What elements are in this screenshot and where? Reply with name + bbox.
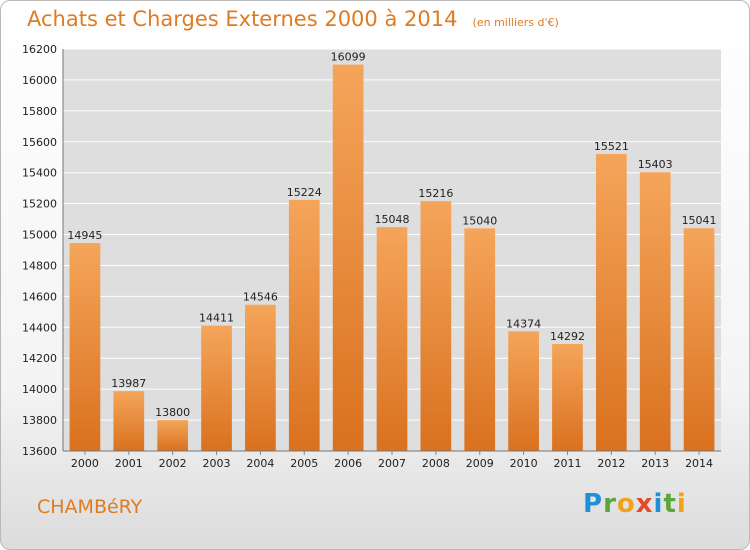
value-label-2007: 15048 xyxy=(375,213,410,226)
y-tick-label: 13800 xyxy=(22,414,57,427)
x-tick-label-2002: 2002 xyxy=(159,457,187,470)
x-tick-label-2001: 2001 xyxy=(115,457,143,470)
bar-2004 xyxy=(245,304,276,451)
y-tick-label: 15000 xyxy=(22,229,57,242)
value-label-2004: 14546 xyxy=(243,291,278,304)
y-tick-label: 15600 xyxy=(22,136,57,149)
value-label-2010: 14374 xyxy=(506,317,541,330)
y-tick-label: 14400 xyxy=(22,321,57,334)
x-tick-label-2008: 2008 xyxy=(422,457,450,470)
chart-unit: (en milliers d'€) xyxy=(472,16,559,29)
bar-2013 xyxy=(639,172,671,451)
x-tick-label-2005: 2005 xyxy=(290,457,318,470)
value-label-2011: 14292 xyxy=(550,330,585,343)
value-label-2005: 15224 xyxy=(287,186,322,199)
x-tick-label-2009: 2009 xyxy=(466,457,494,470)
city-name: CHAMBéRY xyxy=(37,496,143,518)
value-label-2001: 13987 xyxy=(111,377,146,390)
x-tick-label-2000: 2000 xyxy=(71,457,99,470)
value-label-2009: 15040 xyxy=(462,214,497,227)
x-tick-label-2006: 2006 xyxy=(334,457,362,470)
bar-2012 xyxy=(595,153,627,452)
bar-2000 xyxy=(69,243,101,451)
logo-letter: o xyxy=(616,489,636,519)
value-label-2008: 15216 xyxy=(418,187,453,200)
bar-2011 xyxy=(552,344,583,451)
y-tick-label: 14200 xyxy=(22,352,57,365)
x-tick-label-2010: 2010 xyxy=(510,457,538,470)
x-tick-label-2014: 2014 xyxy=(685,457,713,470)
x-tick-label-2011: 2011 xyxy=(553,457,581,470)
y-tick-label: 14000 xyxy=(22,383,57,396)
value-label-2012: 15521 xyxy=(594,140,629,153)
value-label-2014: 15041 xyxy=(682,214,717,227)
x-tick-label-2003: 2003 xyxy=(203,457,231,470)
proxiti-logo: Proxiti xyxy=(583,489,687,519)
value-label-2013: 15403 xyxy=(638,158,673,171)
y-tick-label: 13600 xyxy=(22,445,57,458)
value-label-2002: 13800 xyxy=(155,406,190,419)
y-tick-label: 15400 xyxy=(22,167,57,180)
value-label-2003: 14411 xyxy=(199,312,234,325)
logo-letter: x xyxy=(635,489,654,519)
bar-2002 xyxy=(157,420,189,451)
chart-title-row: Achats et Charges Externes 2000 à 2014 (… xyxy=(27,7,559,31)
y-tick-label: 16200 xyxy=(22,43,57,56)
logo-letter: r xyxy=(603,489,617,519)
bar-2006 xyxy=(332,64,364,451)
bar-2014 xyxy=(683,228,715,451)
logo-letter: P xyxy=(583,489,604,519)
bar-2008 xyxy=(420,201,452,451)
logo-letter: i xyxy=(653,489,664,519)
value-label-2006: 16099 xyxy=(331,51,366,64)
y-tick-label: 15200 xyxy=(22,198,57,211)
x-tick-label-2004: 2004 xyxy=(246,457,274,470)
y-tick-label: 14800 xyxy=(22,259,57,272)
bar-2003 xyxy=(201,325,232,451)
bar-2005 xyxy=(288,199,320,451)
x-tick-label-2012: 2012 xyxy=(597,457,625,470)
x-tick-label-2007: 2007 xyxy=(378,457,406,470)
y-tick-label: 16000 xyxy=(22,74,57,87)
logo-letter: i xyxy=(676,489,687,519)
bar-2007 xyxy=(376,227,408,451)
x-tick-label-2013: 2013 xyxy=(641,457,669,470)
y-tick-label: 15800 xyxy=(22,105,57,118)
logo-letter: t xyxy=(663,489,677,519)
chart-title: Achats et Charges Externes 2000 à 2014 xyxy=(27,7,458,31)
bar-2009 xyxy=(464,228,496,451)
bar-2010 xyxy=(508,331,539,451)
bar-2001 xyxy=(113,391,145,451)
value-label-2000: 14945 xyxy=(67,229,102,242)
y-tick-label: 14600 xyxy=(22,290,57,303)
